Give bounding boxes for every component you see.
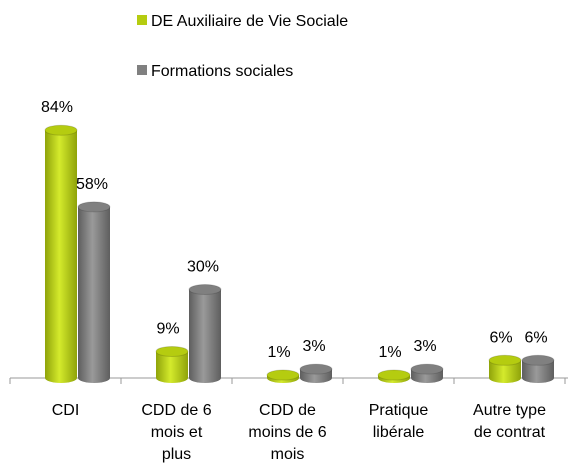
bar-top [521,354,555,366]
value-label: 6% [489,329,512,346]
legend-swatch [137,15,147,25]
value-label: 1% [267,344,290,361]
value-label: 3% [413,338,436,355]
bar-top [266,369,300,381]
bar-top [77,201,111,213]
x-tick-label: CDD de moins de 6 mois [248,402,327,463]
value-label: 1% [378,344,401,361]
value-label: 58% [76,176,108,193]
bar [522,360,554,378]
bar-top [188,284,222,295]
bar-top [377,369,411,381]
value-label: 9% [156,320,179,337]
legend-label: Formations sociales [151,63,293,80]
bar-top [488,354,522,366]
x-tick-label: Autre type de contrat [473,402,546,441]
bar-top [299,363,333,375]
value-label: 84% [41,99,73,116]
bar-top [44,124,78,136]
bar [45,130,77,378]
value-label: 6% [524,329,547,346]
bar [78,206,110,378]
bar-top [155,345,189,357]
value-label: 3% [302,338,325,355]
bar-top [410,363,444,375]
value-label: 30% [187,259,219,276]
x-tick-label: CDD de 6 mois et plus [141,402,212,463]
bar [489,360,521,378]
x-tick-label: Pratique libérale [368,402,429,441]
x-tick-label: CDI [51,402,80,419]
legend-label: DE Auxiliaire de Vie Sociale [151,13,348,30]
bar [189,289,221,378]
legend-swatch [137,65,147,75]
